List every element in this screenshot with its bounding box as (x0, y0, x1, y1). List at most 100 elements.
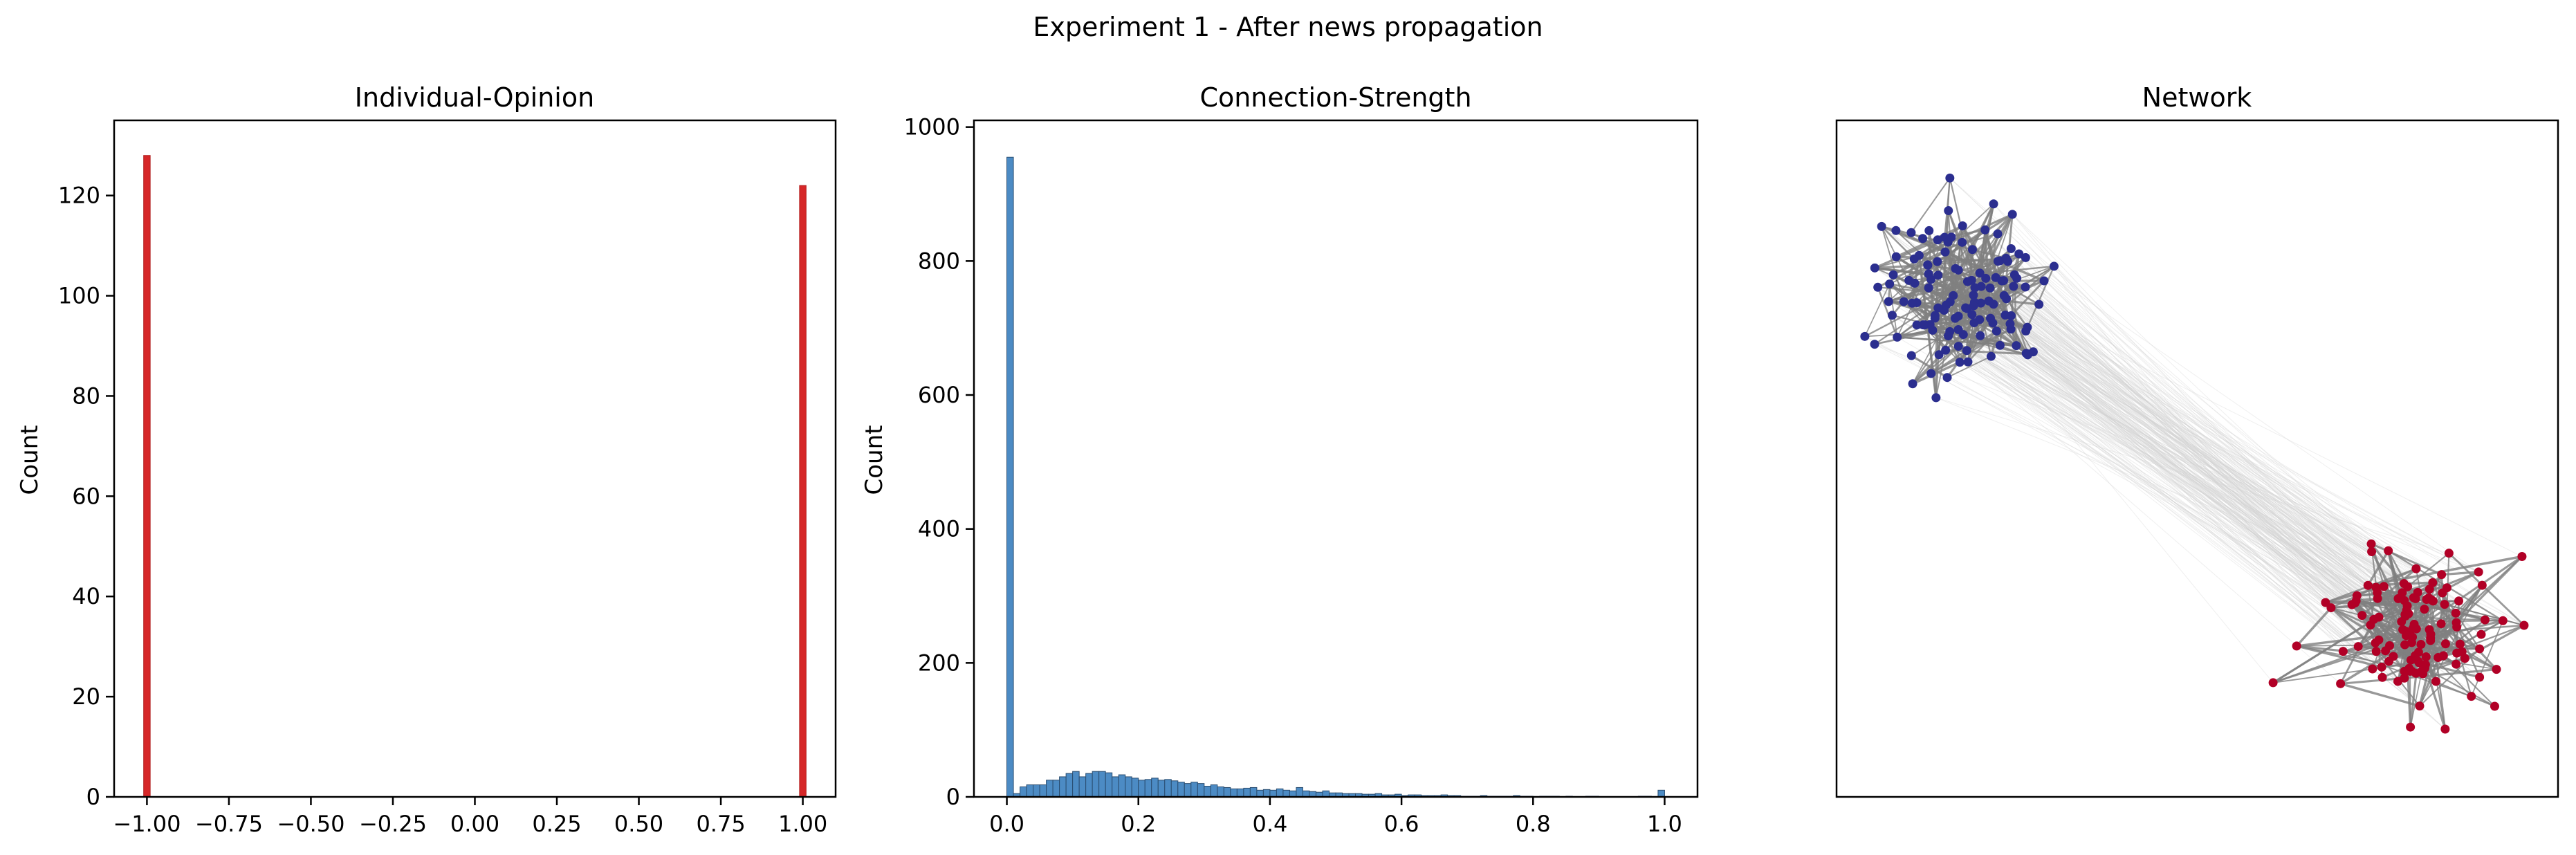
network-edge (2367, 585, 2384, 678)
network-node (1969, 301, 1978, 311)
strength-axis-ticks: 0.0 0.2 0.4 0.6 0.8 1.0 0 200 400 600 800 1000 (904, 114, 1682, 837)
network-node (1975, 268, 1985, 278)
network-node (1870, 263, 1879, 273)
network-edge (2339, 618, 2375, 684)
opinion-axis-ticks: −1.00 −0.75 −0.50 −0.25 0.00 0.25 0.50 0.75 1.00… (58, 183, 827, 837)
network-node (2416, 639, 2426, 649)
x-tick-label: 1.0 (1647, 811, 1682, 837)
network-cross-edge (1979, 273, 2380, 618)
network-node (2440, 639, 2450, 649)
network-node (2400, 640, 2410, 650)
network-node (2399, 579, 2409, 589)
network-node (2336, 679, 2346, 688)
opinion-histogram-panel: Individual-Opinion Count −1.00 −0.75 −0.50… (16, 82, 837, 837)
x-tick-label: 1.00 (778, 811, 827, 837)
network-cross-edge (1924, 324, 2416, 674)
network-cross-edge (2039, 304, 2406, 615)
network-node (1967, 310, 1977, 320)
network-cross-edge (1980, 302, 2431, 641)
network-edge (2409, 634, 2411, 728)
network-cross-edge (1980, 335, 2431, 638)
network-cross-edge (2027, 354, 2418, 593)
strength-bar (1006, 156, 1014, 798)
network-node (1933, 235, 1942, 245)
strength-plot-frame (973, 119, 1699, 798)
network-cross-edge (1992, 322, 2408, 587)
strength-bar (1052, 780, 1060, 798)
network-node (2005, 319, 2015, 329)
network-node (2492, 665, 2501, 674)
network-cross-edge (1979, 319, 2408, 587)
strength-bar (1157, 780, 1166, 798)
network-cross-edge (2001, 280, 2378, 593)
network-edge (1930, 298, 2007, 374)
y-tick-label: 40 (72, 583, 100, 609)
network-node (1907, 298, 1917, 308)
network-cross-edge (1893, 274, 2442, 625)
network-node (1995, 340, 2005, 350)
strength-bar (1170, 780, 1179, 798)
network-node (1993, 257, 2003, 266)
network-edge (1967, 330, 1998, 363)
network-edge (1957, 213, 2014, 271)
network-node (2292, 641, 2301, 651)
network-node (2434, 653, 2443, 663)
network-cross-edge (1988, 300, 2326, 603)
network-cross-edge (1927, 264, 2420, 707)
network-cross-edge (2014, 274, 2357, 602)
network-node (1860, 331, 1870, 341)
network-cross-edge (1938, 307, 2419, 662)
network-node (1924, 269, 1933, 279)
network-cross-edge (2018, 253, 2399, 599)
strength-bar (1105, 772, 1113, 798)
network-node (2411, 564, 2421, 573)
network-cross-edge (2006, 298, 2399, 599)
y-tick-label: 80 (72, 383, 100, 409)
network-edge (2296, 645, 2382, 668)
network-node (1953, 342, 1963, 351)
network-node (1884, 297, 1893, 306)
network-node (1976, 331, 1985, 340)
y-tick-label: 0 (86, 784, 100, 810)
network-node (1909, 254, 1919, 264)
network-cross-edge (2027, 353, 2406, 615)
figure-suptitle: Experiment 1 - After news propagation (1033, 12, 1543, 42)
strength-bar (1026, 784, 1034, 798)
y-tick-label: 20 (72, 683, 100, 710)
x-tick-label: −0.25 (359, 811, 427, 837)
network-cross-edges (1864, 177, 2525, 730)
network-cross-edge (1980, 286, 2456, 614)
network-node (2400, 666, 2409, 676)
network-edge (2340, 682, 2420, 708)
network-node (2049, 261, 2059, 271)
network-node (2363, 580, 2373, 590)
network-node (1912, 320, 1922, 330)
network-node (2408, 632, 2418, 642)
network-cross-edge (1973, 305, 2357, 596)
network-node (2517, 552, 2527, 562)
network-cross-edge (1965, 307, 2378, 599)
network-cross-edge (2016, 277, 2406, 615)
network-cross-edge (2006, 298, 2416, 599)
network-node (2039, 276, 2049, 286)
y-tick-label: 60 (72, 483, 100, 509)
strength-bar (1164, 779, 1172, 798)
network-cross-edge (2000, 344, 2326, 603)
strength-bar (1197, 783, 1205, 798)
network-edge (2418, 555, 2523, 653)
network-cross-edge (1935, 397, 2404, 585)
network-cross-edge (1874, 344, 2415, 625)
network-node (2428, 578, 2438, 587)
network-node (1947, 232, 1956, 242)
strength-bar (1033, 784, 1040, 798)
network-cross-edge (1967, 361, 2426, 665)
network-node (2021, 252, 2030, 262)
network-cross-edge (1949, 177, 2430, 630)
strength-bar (1072, 771, 1080, 798)
network-node (2350, 598, 2360, 608)
strength-ylabel: Count (861, 425, 888, 495)
network-node (2411, 668, 2421, 678)
network-edge (1945, 349, 2028, 356)
network-node (1893, 332, 1902, 342)
network-cross-edge (1998, 261, 2353, 605)
